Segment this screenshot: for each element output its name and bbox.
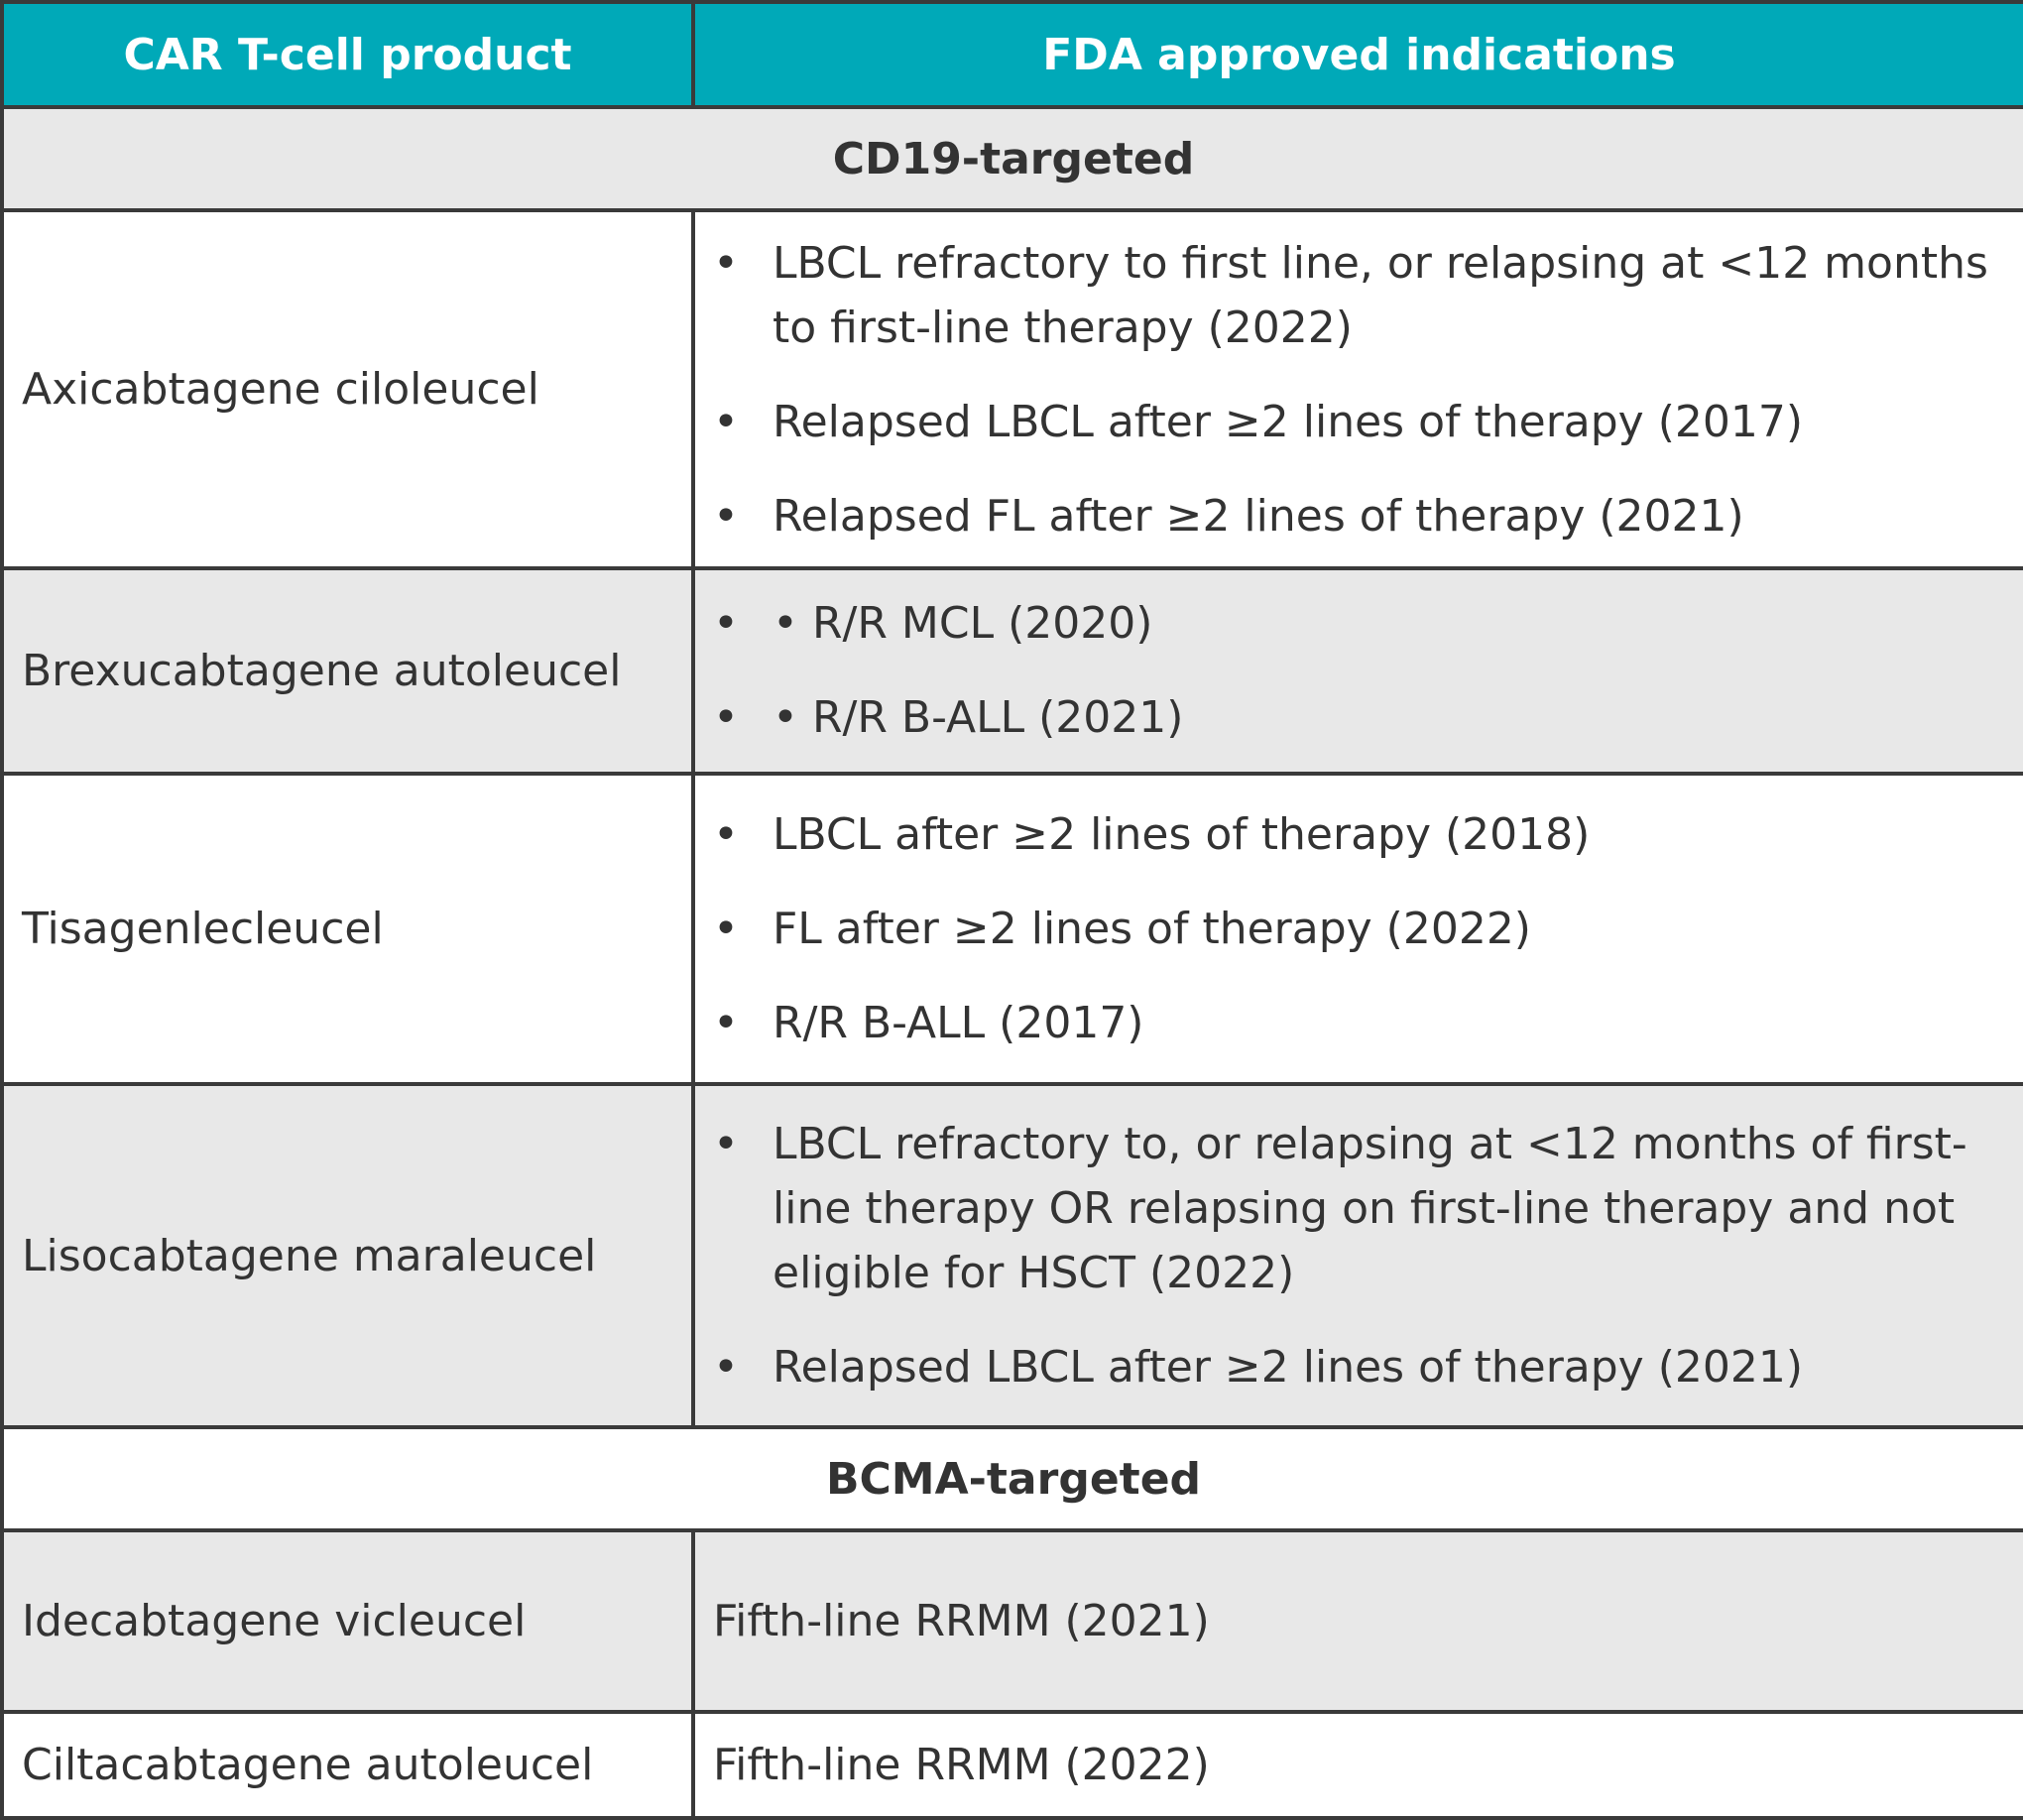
indication-text: Fifth-line RRMM (2021) xyxy=(691,1528,2023,1714)
product-name: Ciltacabtagene autoleucel xyxy=(0,1709,695,1820)
indication-list: LBCL after ≥2 lines of therapy (2018) FL… xyxy=(695,789,2023,1069)
indication-item: Relapsed LBCL after ≥2 lines of therapy … xyxy=(695,390,2003,454)
product-name: Tisagenlecleucel xyxy=(0,771,695,1087)
header-indications: FDA approved indications xyxy=(691,0,2023,110)
table-row: Axicabtagene ciloleucel LBCL refractory … xyxy=(0,208,2023,571)
table-row: Lisocabtagene maraleucel LBCL refractory… xyxy=(0,1082,2023,1430)
section-row-bcma: BCMA-targeted xyxy=(0,1425,2023,1533)
indication-item: Relapsed FL after ≥2 lines of therapy (2… xyxy=(695,484,2003,548)
indication-list: LBCL refractory to first line, or relaps… xyxy=(695,217,2023,562)
section-title-bcma: BCMA-targeted xyxy=(0,1425,2023,1533)
indication-item: LBCL refractory to first line, or relaps… xyxy=(695,231,2003,360)
product-name: Idecabtagene vicleucel xyxy=(0,1528,695,1714)
section-row-cd19: CD19-targeted xyxy=(0,105,2023,213)
product-name: Lisocabtagene maraleucel xyxy=(0,1082,695,1430)
indication-text: Fifth-line RRMM (2022) xyxy=(691,1709,2023,1820)
indications-cell: LBCL after ≥2 lines of therapy (2018) FL… xyxy=(691,771,2023,1087)
table-row: Brexucabtagene autoleucel • R/R MCL (202… xyxy=(0,566,2023,776)
indication-item: R/R B-ALL (2017) xyxy=(695,991,2003,1055)
table-header-row: CAR T-cell product FDA approved indicati… xyxy=(0,0,2023,110)
indication-item: FL after ≥2 lines of therapy (2022) xyxy=(695,897,2003,961)
indication-item: • R/R B-ALL (2021) xyxy=(695,685,2003,750)
table-row: Tisagenlecleucel LBCL after ≥2 lines of … xyxy=(0,771,2023,1087)
indication-item: • R/R MCL (2020) xyxy=(695,591,2003,656)
indication-item: Relapsed LBCL after ≥2 lines of therapy … xyxy=(695,1335,2003,1399)
indication-list: LBCL refractory to, or relapsing at <12 … xyxy=(695,1098,2023,1413)
indication-list: • R/R MCL (2020) • R/R B-ALL (2021) xyxy=(695,577,2023,764)
header-product: CAR T-cell product xyxy=(0,0,695,110)
section-title-cd19: CD19-targeted xyxy=(0,105,2023,213)
indications-cell: LBCL refractory to first line, or relaps… xyxy=(691,208,2023,571)
table-row: Ciltacabtagene autoleucel Fifth-line RRM… xyxy=(0,1709,2023,1820)
indication-item: LBCL refractory to, or relapsing at <12 … xyxy=(695,1112,2003,1305)
product-name: Brexucabtagene autoleucel xyxy=(0,566,695,776)
indications-cell: LBCL refractory to, or relapsing at <12 … xyxy=(691,1082,2023,1430)
table-row: Idecabtagene vicleucel Fifth-line RRMM (… xyxy=(0,1528,2023,1714)
indications-cell: • R/R MCL (2020) • R/R B-ALL (2021) xyxy=(691,566,2023,776)
product-name: Axicabtagene ciloleucel xyxy=(0,208,695,571)
indication-item: LBCL after ≥2 lines of therapy (2018) xyxy=(695,802,2003,867)
